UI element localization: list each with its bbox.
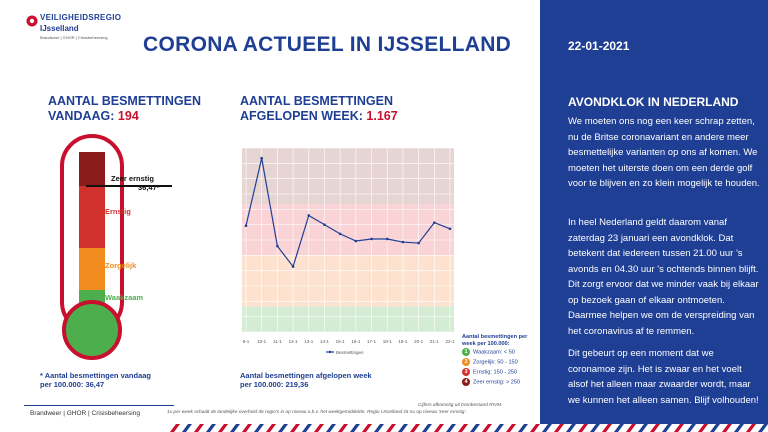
chart-x-tick-label: 12-1 [289, 339, 299, 344]
week-footnote-line1: Aantal besmettingen afgelopen week [240, 371, 372, 380]
chart-x-tick-label: 14-1 [320, 339, 330, 344]
level-waakzaam: Waakzaam [105, 293, 143, 302]
level-1-badge: 1 [462, 348, 470, 356]
chart-x-ticks: 9-1 10-1 11-1 12-1 13-1 14-1 15-1 16-1 17-1 18-1 1… [243, 339, 455, 344]
footer-source-note: Cijfers afkomstig uit bronbestand RIVM. [418, 403, 503, 408]
chart-legend: Besmettingen [326, 350, 364, 355]
chart-x-tick-label: 22-1 [445, 339, 455, 344]
chart-point [370, 237, 373, 241]
chart-x-tick-label: 15-1 [336, 339, 346, 344]
decorative-stripes [170, 424, 768, 432]
chart-legend-marker [328, 350, 332, 354]
today-label-line2: VANDAAG: [48, 109, 115, 123]
chart-point [417, 241, 420, 245]
week-footnote: Aantal besmettingen afgelopen week per 1… [240, 371, 440, 389]
today-label-line1: AANTAL BESMETTINGEN [48, 94, 202, 108]
stripe-band [170, 424, 768, 432]
logo-icon [26, 14, 38, 27]
date-label: 22-01-2021 [568, 39, 630, 53]
right-panel [540, 0, 768, 432]
week-label-line2: AFGELOPEN WEEK: [240, 109, 363, 123]
week-label-line1: AANTAL BESMETTINGEN [240, 94, 394, 108]
week-value: 1.167 [366, 109, 398, 123]
level-4-badge: 4 [462, 378, 470, 386]
chart-x-tick-label: 9-1 [243, 339, 250, 344]
right-paragraph-2: In heel Nederland geldt daarom vanaf zat… [568, 217, 759, 337]
footer-org: Brandweer | GHOR | Crisisbeheersing [30, 410, 140, 417]
chart-grid [242, 147, 454, 333]
thermometer-footnote-line2: per 100.000: 36,47 [40, 380, 105, 389]
thermometer-footnote-line1: * Aantal besmettingen vandaag [40, 371, 151, 380]
chart-series-line [245, 158, 451, 268]
chart-x-tick-label: 19-1 [398, 339, 408, 344]
right-paragraph-1: We moeten ons nog een keer schrap zetten… [568, 116, 760, 189]
week-footnote-line2: per 100.000: 219,36 [240, 380, 309, 389]
chart-point [385, 237, 389, 241]
zone-ernstig [79, 186, 105, 248]
logo-subtitle: IJsselland [40, 24, 79, 33]
chart-point [401, 240, 405, 244]
risk-legend-item: 4 Zeer ernstig: > 250 [462, 378, 542, 388]
risk-legend-text: Waakzaam: < 50 [473, 349, 515, 356]
thermometer: Zeer ernstig 36,47* Ernstig Zorgelijk Wa… [60, 134, 172, 360]
week-line-chart: 9-1 10-1 11-1 12-1 13-1 14-1 15-1 16-1 17-1 18-1 1… [242, 147, 455, 355]
chart-band-2 [242, 255, 454, 307]
footer-divider [24, 405, 174, 406]
risk-legend-item: 3 Ernstig: 150 - 250 [462, 368, 542, 378]
risk-legend-text: Ernstig: 150 - 250 [473, 369, 518, 376]
chart-band-4 [242, 148, 454, 205]
level-ernstig: Ernstig [105, 207, 131, 216]
level-3-badge: 3 [462, 368, 470, 376]
chart-point [291, 265, 295, 268]
chart-x-tick-label: 16-1 [351, 339, 361, 344]
thermometer-footnote: * Aantal besmettingen vandaag per 100.00… [40, 371, 220, 389]
chart-point [323, 223, 326, 226]
chart-point [244, 224, 248, 227]
chart-x-tick-label: 18-1 [383, 339, 393, 344]
chart-point [276, 244, 279, 248]
today-heading: AANTAL BESMETTINGEN VANDAAG: 194 [48, 94, 238, 124]
chart-band-3 [242, 204, 454, 256]
chart-point [354, 239, 358, 243]
risk-legend: 1 Waakzaam: < 50 2 Zorgelijk: 50 - 150 3 Er… [462, 348, 542, 388]
chart-point [433, 221, 436, 224]
risk-legend-item: 2 Zorgelijk: 50 - 150 [462, 358, 542, 368]
zone-zeer-ernstig [79, 152, 105, 186]
chart-x-tick-label: 20-1 [414, 339, 424, 344]
chart-x-tick-label: 10-1 [257, 339, 267, 344]
logo-title: VEILIGHEIDSREGIO [40, 13, 122, 22]
footer-level-note: 1x per week schaalt de landelijke overhe… [167, 410, 467, 415]
chart-x-tick-label: 17-1 [367, 339, 377, 344]
risk-legend-item: 1 Waakzaam: < 50 [462, 348, 542, 358]
chart-point [448, 227, 452, 231]
chart-point [338, 232, 342, 236]
risk-legend-text: Zeer ernstig: > 250 [473, 379, 521, 386]
right-paragraph-3: Dit gebeurt op een moment dat we coronam… [568, 348, 759, 406]
marker-value: 36,47* [138, 183, 160, 192]
chart-band-1 [242, 306, 454, 332]
level-zorgelijk: Zorgelijk [105, 261, 137, 270]
chart-points [244, 156, 452, 268]
risk-legend-title: Aantal besmettingen per week per 100.000… [462, 334, 528, 347]
today-value: 194 [117, 109, 139, 123]
chart-x-tick-label: 21-1 [430, 339, 440, 344]
thermometer-bulb [62, 300, 122, 360]
logo-tagline: Brandweer | GHOR | Crisisbeheersing [40, 35, 108, 40]
chart-point [260, 156, 263, 160]
right-heading: AVONDKLOK IN NEDERLAND [568, 95, 739, 109]
chart-point [307, 214, 311, 217]
risk-legend-text: Zorgelijk: 50 - 150 [473, 359, 518, 366]
week-heading: AANTAL BESMETTINGEN AFGELOPEN WEEK: 1.16… [240, 94, 460, 124]
marker-label: Zeer ernstig [111, 174, 154, 183]
zone-zorgelijk [79, 248, 105, 290]
chart-legend-label: Besmettingen [336, 350, 364, 355]
chart-x-tick-label: 11-1 [273, 339, 282, 344]
page-title: CORONA ACTUEEL IN IJSSELLAND [143, 33, 512, 56]
level-2-badge: 2 [462, 358, 470, 366]
chart-x-tick-label: 13-1 [304, 339, 314, 344]
